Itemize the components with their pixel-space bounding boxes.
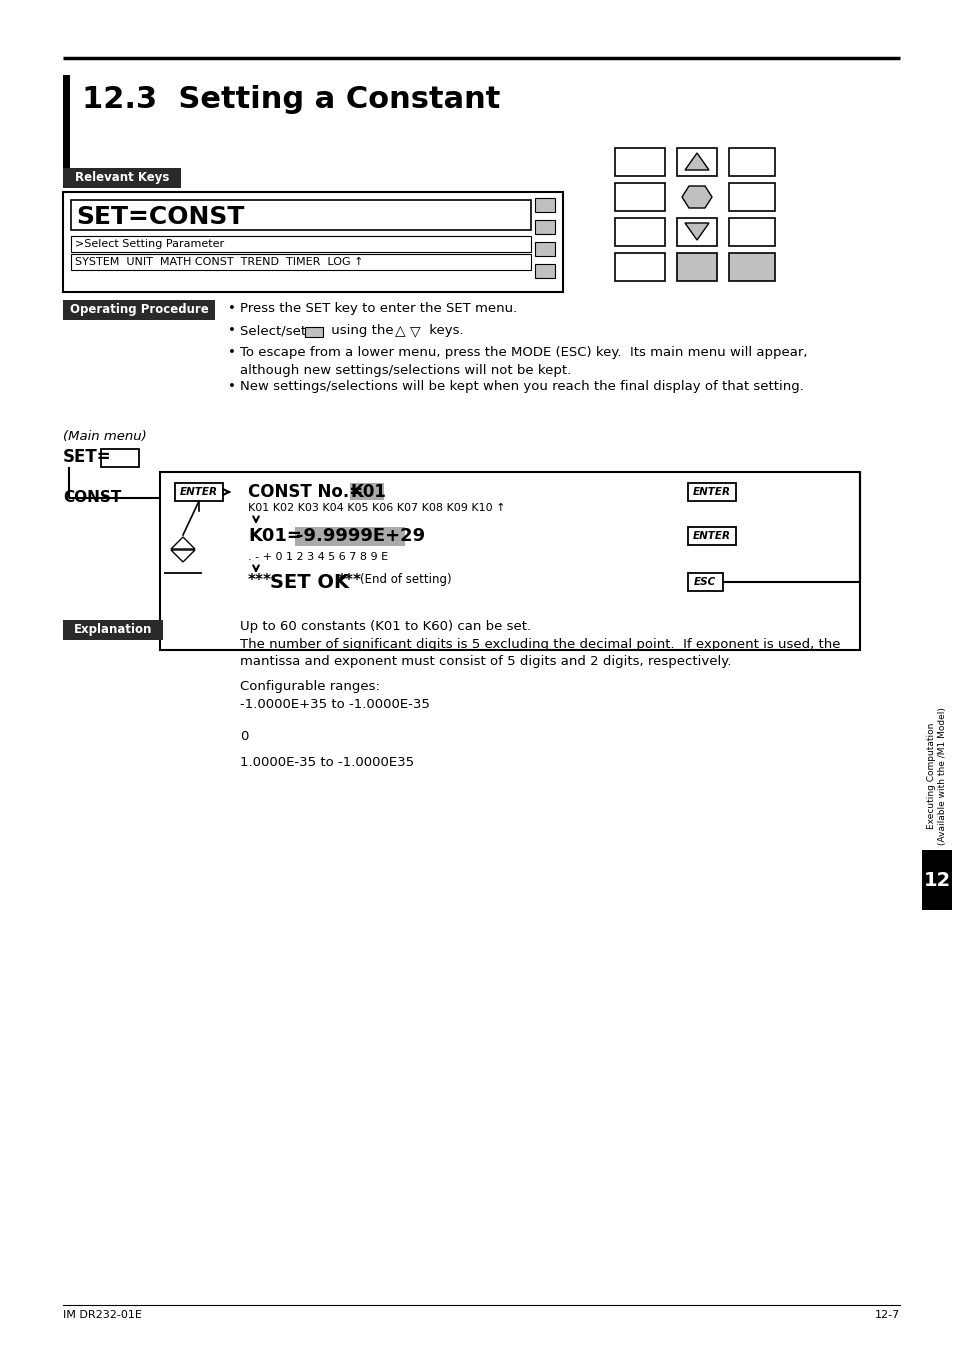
Text: -1.0000E+35 to -1.0000E-35: -1.0000E+35 to -1.0000E-35 [240,698,430,711]
Text: 12-7: 12-7 [874,1310,899,1320]
FancyBboxPatch shape [63,192,562,292]
Text: Executing Computation
(Available with the /M1 Model): Executing Computation (Available with th… [926,707,945,844]
Text: The number of significant digits is 5 excluding the decimal point.  If exponent : The number of significant digits is 5 ex… [240,638,840,651]
Bar [63,76,70,170]
FancyBboxPatch shape [687,484,735,501]
Text: ▽: ▽ [410,324,420,338]
FancyBboxPatch shape [101,449,139,467]
Polygon shape [171,536,194,549]
FancyBboxPatch shape [160,471,859,650]
Text: ENTER: ENTER [180,486,218,497]
Text: (End of setting): (End of setting) [359,573,451,586]
Text: •: • [228,380,235,393]
Text: K01: K01 [351,484,387,501]
FancyBboxPatch shape [728,253,774,281]
Polygon shape [684,153,708,170]
FancyBboxPatch shape [728,182,774,211]
Text: ***: *** [248,573,272,588]
Text: To escape from a lower menu, press the MODE (ESC) key.  Its main menu will appea: To escape from a lower menu, press the M… [240,346,806,359]
Text: ENTER: ENTER [692,486,730,497]
FancyBboxPatch shape [687,527,735,544]
Text: ENTER: ENTER [692,531,730,540]
Bar [63,168,181,188]
Text: Select/set: Select/set [240,324,310,336]
FancyBboxPatch shape [174,484,223,501]
Text: Press the SET key to enter the SET menu.: Press the SET key to enter the SET menu. [240,303,517,315]
Text: (Main menu): (Main menu) [63,430,147,443]
Text: 0: 0 [240,730,248,743]
FancyBboxPatch shape [535,199,555,212]
Text: •: • [228,303,235,315]
Text: -9.9999E+29: -9.9999E+29 [295,527,425,544]
FancyBboxPatch shape [615,218,664,246]
Polygon shape [681,186,711,208]
Text: although new settings/selections will not be kept.: although new settings/selections will no… [240,363,571,377]
Text: . - + 0 1 2 3 4 5 6 7 8 9 E: . - + 0 1 2 3 4 5 6 7 8 9 E [248,553,388,562]
Text: K01=: K01= [248,527,301,544]
Text: 1.0000E-35 to -1.0000E35: 1.0000E-35 to -1.0000E35 [240,757,414,769]
Text: SET=: SET= [63,449,112,466]
Text: Operating Procedure: Operating Procedure [70,304,208,316]
Text: K01 K02 K03 K04 K05 K06 K07 K08 K09 K10 ↑: K01 K02 K03 K04 K05 K06 K07 K08 K09 K10 … [248,503,505,513]
Text: ESC: ESC [693,577,716,586]
Bar [305,327,323,336]
Bar [63,620,163,640]
FancyBboxPatch shape [615,149,664,176]
FancyBboxPatch shape [535,220,555,234]
FancyBboxPatch shape [728,218,774,246]
FancyBboxPatch shape [71,254,531,270]
Text: •: • [228,346,235,359]
FancyBboxPatch shape [615,253,664,281]
Polygon shape [684,223,708,240]
Bar [350,484,384,500]
Text: keys.: keys. [424,324,463,336]
Text: Explanation: Explanation [73,624,152,636]
Text: IM DR232-01E: IM DR232-01E [63,1310,142,1320]
Text: •: • [228,324,235,336]
Text: Up to 60 constants (K01 to K60) can be set.: Up to 60 constants (K01 to K60) can be s… [240,620,531,634]
Text: ***: *** [337,573,361,588]
FancyBboxPatch shape [615,182,664,211]
Text: SYSTEM  UNIT  MATH CONST  TREND  TIMER  LOG ↑: SYSTEM UNIT MATH CONST TREND TIMER LOG ↑ [75,257,363,267]
Text: Configurable ranges:: Configurable ranges: [240,680,379,693]
FancyBboxPatch shape [687,573,722,590]
Text: >Select Setting Parameter: >Select Setting Parameter [75,239,224,249]
Polygon shape [171,550,194,562]
Text: △: △ [395,324,405,338]
Text: 12: 12 [923,870,949,889]
FancyBboxPatch shape [535,263,555,278]
FancyBboxPatch shape [71,236,531,253]
Bar [921,850,951,911]
Bar [294,527,405,546]
Text: 12.3  Setting a Constant: 12.3 Setting a Constant [82,85,500,113]
Text: SET OK: SET OK [270,573,349,592]
FancyBboxPatch shape [535,242,555,255]
Text: CONST No.=: CONST No.= [248,484,363,501]
Bar [63,300,214,320]
Text: Relevant Keys: Relevant Keys [74,172,169,185]
FancyBboxPatch shape [71,200,531,230]
FancyBboxPatch shape [677,253,717,281]
Text: SET=CONST: SET=CONST [76,205,244,230]
Text: using the: using the [327,324,397,336]
Text: mantissa and exponent must consist of 5 digits and 2 digits, respectively.: mantissa and exponent must consist of 5 … [240,655,731,667]
Text: New settings/selections will be kept when you reach the final display of that se: New settings/selections will be kept whe… [240,380,803,393]
Text: CONST: CONST [63,490,121,505]
FancyBboxPatch shape [728,149,774,176]
